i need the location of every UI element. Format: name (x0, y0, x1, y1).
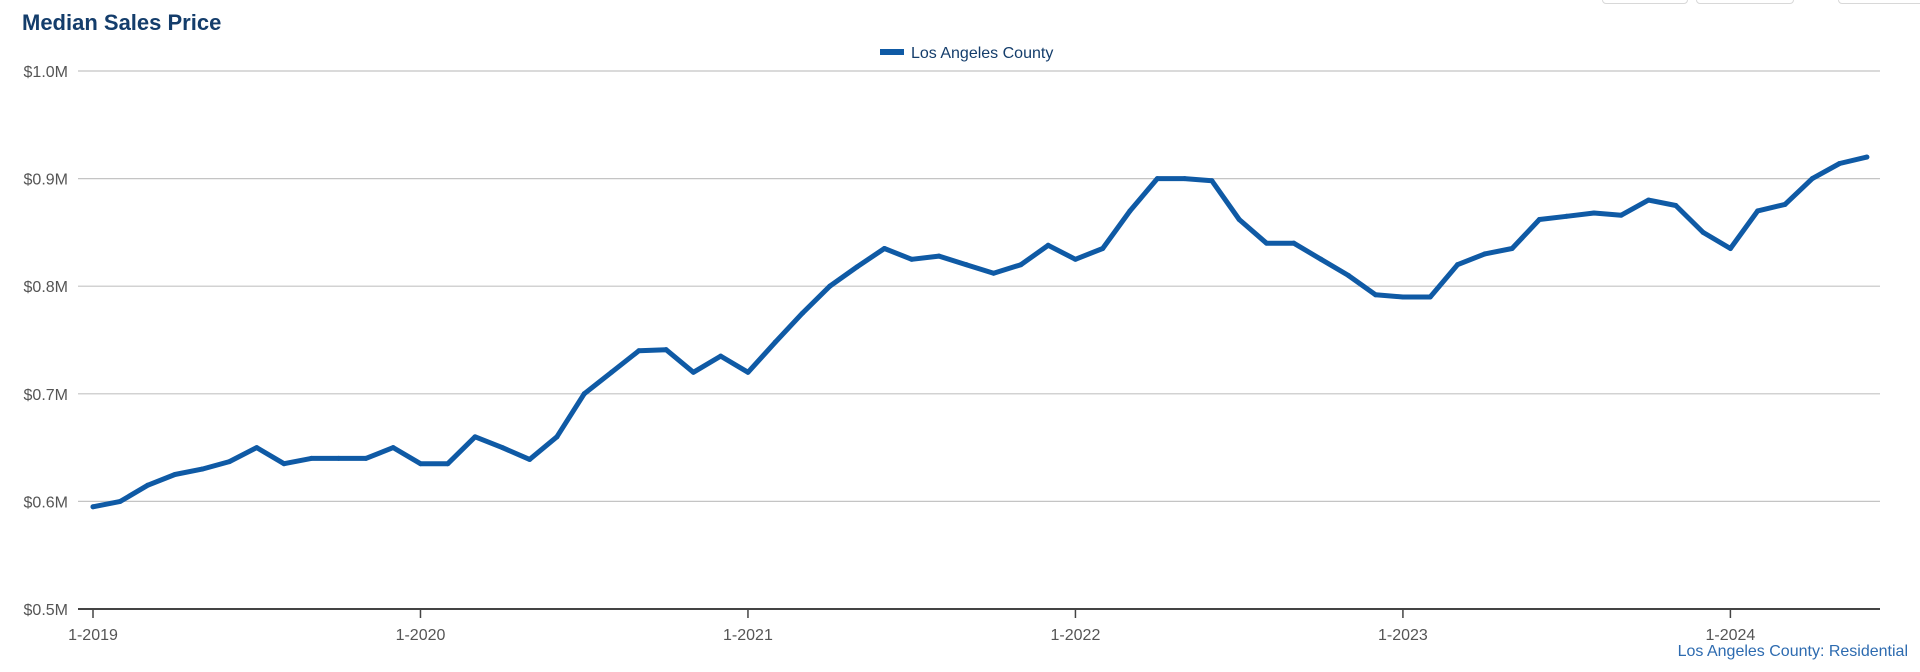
data-point[interactable] (854, 264, 860, 270)
data-point[interactable] (827, 283, 833, 289)
data-point[interactable] (909, 256, 915, 262)
data-point[interactable] (527, 456, 533, 462)
data-point[interactable] (963, 262, 969, 268)
data-point[interactable] (417, 461, 423, 467)
data-point[interactable] (1509, 246, 1515, 252)
x-tick-label: 1-2021 (723, 627, 773, 644)
data-point[interactable] (1727, 246, 1733, 252)
data-point[interactable] (1673, 203, 1679, 208)
data-point[interactable] (1618, 212, 1624, 218)
data-point[interactable] (1837, 161, 1843, 167)
y-tick-label: $0.7M (24, 387, 68, 404)
data-point[interactable] (172, 472, 178, 477)
data-point[interactable] (1482, 251, 1488, 257)
x-tick-label: 1-2020 (396, 627, 446, 644)
data-point[interactable] (1072, 256, 1078, 262)
data-point[interactable] (1400, 294, 1406, 300)
data-point[interactable] (663, 347, 669, 353)
x-tick-label: 1-2019 (68, 627, 118, 644)
data-point[interactable] (800, 310, 806, 316)
data-point[interactable] (308, 455, 314, 461)
y-tick-label: $1.0M (24, 64, 68, 81)
data-point[interactable] (1700, 229, 1706, 235)
grid-lines (78, 70, 1880, 502)
data-point[interactable] (1318, 256, 1324, 262)
data-point[interactable] (472, 434, 478, 440)
y-tick-label: $0.9M (24, 172, 68, 189)
data-point[interactable] (991, 270, 997, 276)
x-axis: 1-2019 1-2020 1-2021 1-2022 1-2023 1-2024 (68, 608, 1880, 644)
legend-label[interactable]: Los Angeles County (911, 45, 1053, 62)
data-point[interactable] (1755, 208, 1761, 214)
data-point[interactable] (718, 353, 724, 359)
data-point[interactable] (881, 246, 887, 252)
data-point[interactable] (226, 459, 232, 465)
x-tick-label: 1-2023 (1378, 627, 1428, 644)
data-point[interactable] (1455, 262, 1460, 268)
data-point[interactable] (445, 461, 451, 467)
data-point[interactable] (936, 253, 942, 259)
data-point[interactable] (363, 455, 369, 461)
data-point[interactable] (1782, 201, 1788, 207)
data-point[interactable] (1646, 197, 1652, 203)
data-point[interactable] (636, 348, 642, 354)
x-tick-label: 1-2022 (1051, 627, 1101, 644)
data-point[interactable] (1045, 242, 1051, 248)
data-point[interactable] (1100, 246, 1106, 252)
data-point[interactable] (745, 369, 751, 375)
data-point[interactable] (254, 445, 260, 451)
data-point[interactable] (1263, 240, 1269, 246)
data-point[interactable] (1809, 176, 1815, 182)
data-point[interactable] (145, 482, 151, 488)
data-point[interactable] (1018, 262, 1024, 268)
data-point[interactable] (1427, 294, 1433, 300)
data-point[interactable] (1564, 213, 1570, 219)
data-point[interactable] (281, 461, 287, 467)
data-point[interactable] (1127, 208, 1133, 214)
data-point[interactable] (690, 369, 696, 375)
chart-title: Median Sales Price (22, 10, 222, 35)
data-point[interactable] (1182, 176, 1188, 182)
data-point[interactable] (581, 391, 587, 397)
data-point[interactable] (1864, 154, 1870, 160)
data-point[interactable] (1536, 216, 1542, 222)
data-point[interactable] (336, 455, 342, 461)
data-point[interactable] (1209, 178, 1215, 184)
x-tick-label: 1-2024 (1705, 627, 1755, 644)
data-point[interactable] (90, 504, 96, 510)
data-point[interactable] (1236, 216, 1242, 222)
data-point[interactable] (1291, 240, 1297, 246)
legend[interactable]: Los Angeles County (880, 45, 1053, 62)
data-point[interactable] (117, 498, 123, 504)
legend-swatch (880, 49, 904, 55)
y-tick-label: $0.5M (24, 602, 68, 619)
y-axis: $0.5M $0.6M $0.7M $0.8M $0.9M $1.0M (24, 64, 68, 619)
data-point[interactable] (772, 339, 778, 345)
data-point[interactable] (1154, 176, 1160, 182)
data-point[interactable] (499, 445, 505, 451)
data-point[interactable] (1373, 292, 1379, 298)
y-tick-label: $0.6M (24, 494, 68, 511)
source-note: Los Angeles County: Residential (1677, 643, 1908, 660)
data-point[interactable] (554, 434, 560, 440)
toolbar-button-3[interactable] (1838, 0, 1920, 4)
data-point[interactable] (199, 466, 205, 472)
series-line[interactable] (90, 154, 1870, 510)
y-tick-label: $0.8M (24, 279, 68, 296)
data-point[interactable] (390, 445, 396, 451)
series-layer (90, 154, 1870, 510)
data-point[interactable] (1591, 210, 1597, 216)
data-point[interactable] (1345, 272, 1351, 278)
data-point[interactable] (609, 369, 615, 375)
